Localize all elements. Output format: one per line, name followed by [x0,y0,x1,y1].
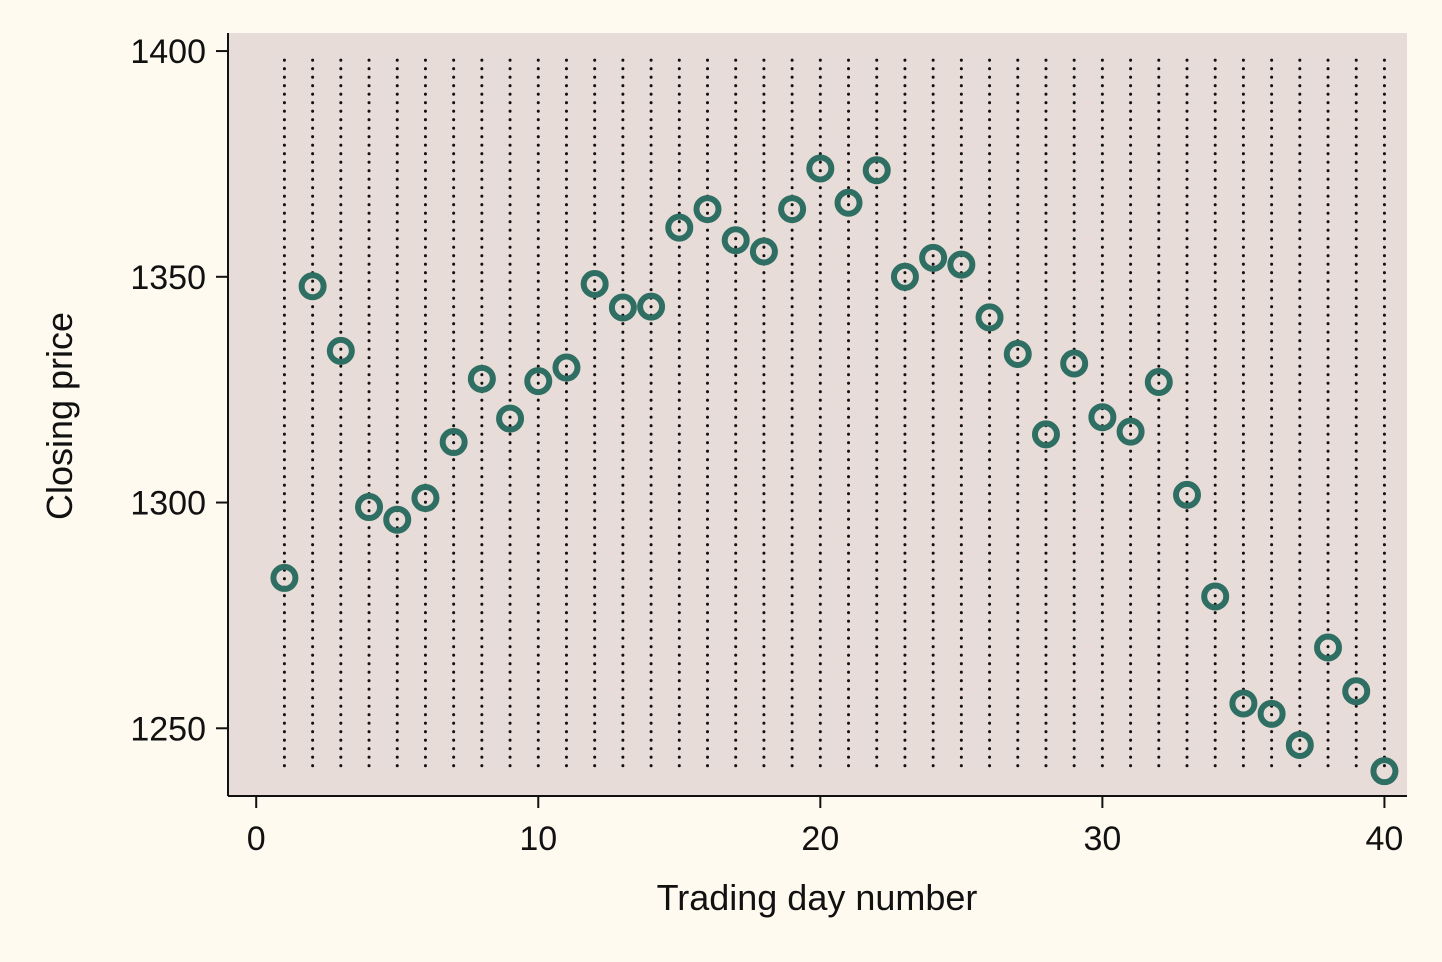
data-point [298,272,327,301]
data-point [749,237,778,266]
data-point [326,336,355,365]
x-tick-label: 40 [1366,820,1404,858]
data-point [947,250,976,279]
data-point [411,484,440,513]
data-point [890,262,919,291]
data-point [1172,480,1201,509]
data-point [524,367,553,396]
data-point [1031,420,1060,449]
data-point [580,270,609,299]
y-tick-label: 1250 [130,710,206,748]
data-point [1144,367,1173,396]
axes [227,33,1407,797]
plot-background [228,33,1407,796]
data-point [1201,582,1230,611]
data-point [552,353,581,382]
y-tick-label: 1350 [130,259,206,297]
x-tick-label: 0 [247,820,266,858]
data-point [834,188,863,217]
data-point [1370,757,1399,786]
data-point [975,303,1004,332]
x-axis-ticks: 0 10 20 30 40 [247,796,1404,858]
x-tick-label: 10 [519,820,557,858]
data-point [1257,699,1286,728]
data-point [1060,349,1089,378]
data-point [1314,633,1343,662]
data-point [1003,340,1032,369]
data-point [1342,677,1371,706]
data-point [439,428,468,457]
data-point [806,154,835,183]
data-point [1116,417,1145,446]
y-tick-label: 1400 [130,33,206,71]
y-tick-label: 1300 [130,485,206,523]
data-point [1285,730,1314,759]
x-tick-label: 30 [1083,820,1121,858]
data-point [862,156,891,185]
data-point [383,505,412,534]
x-tick-label: 20 [801,820,839,858]
data-point [1229,689,1258,718]
data-point [496,404,525,433]
y-axis-ticks: 1250 1300 1350 1400 [130,33,228,748]
data-points [270,154,1399,786]
y-axis-title: Closing price [39,312,80,520]
data-point [665,213,694,242]
data-point [467,364,496,393]
data-point [608,293,637,322]
data-point [355,493,384,522]
data-point [721,226,750,255]
x-axis-title: Trading day number [657,877,978,918]
data-point [693,195,722,224]
vertical-dotted-lines [282,58,1386,775]
data-point [919,243,948,272]
data-point [1088,403,1117,432]
data-point [270,563,299,592]
data-point [637,292,666,321]
data-point [778,195,807,224]
